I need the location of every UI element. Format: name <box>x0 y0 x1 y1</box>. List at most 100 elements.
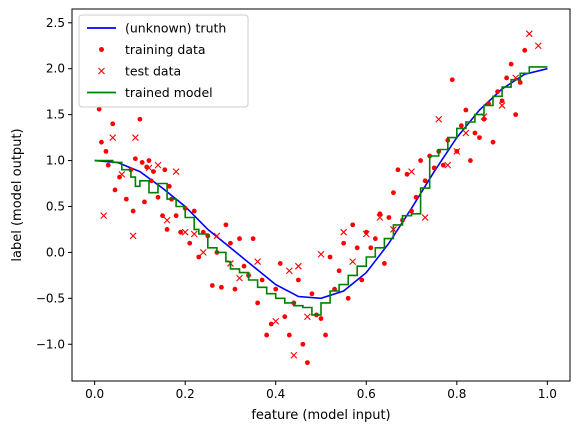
legend-swatch-dot <box>99 47 104 52</box>
test-point <box>290 351 298 359</box>
test-point <box>444 161 452 169</box>
training-point <box>155 194 161 200</box>
test-point <box>421 214 429 221</box>
training-point <box>359 277 365 283</box>
test-point <box>376 214 384 221</box>
training-point <box>386 215 392 220</box>
test-point <box>109 134 117 141</box>
training-point <box>327 254 333 260</box>
training-point <box>422 178 428 184</box>
training-point <box>166 183 172 189</box>
training-point <box>413 194 419 200</box>
training-point <box>395 167 401 173</box>
test-point <box>181 228 189 236</box>
test-point <box>272 317 280 325</box>
y-tick-label: 2.0 <box>46 62 65 76</box>
training-point <box>209 283 215 288</box>
training-point <box>187 240 193 246</box>
x-tick-label: 0.2 <box>176 387 195 401</box>
training-point <box>250 236 256 242</box>
training-point <box>431 165 437 171</box>
training-point <box>196 254 202 260</box>
training-point <box>377 211 383 217</box>
test-point <box>199 249 207 256</box>
training-point <box>144 164 150 170</box>
training-point <box>472 130 478 136</box>
training-point <box>354 245 360 251</box>
test-point <box>408 168 415 175</box>
test-point <box>129 232 137 240</box>
legend-swatch-x <box>98 67 105 75</box>
training-point <box>449 77 455 83</box>
plot-area-frame <box>71 8 571 382</box>
training-point <box>391 190 396 196</box>
training-point <box>440 162 446 168</box>
y-axis-label: label (model output) <box>10 128 25 261</box>
training-point <box>223 222 229 228</box>
legend-label: trained model <box>125 85 213 100</box>
training-point <box>305 360 310 366</box>
training-point <box>300 341 306 347</box>
training-point <box>323 332 328 338</box>
training-point <box>259 277 265 283</box>
y-tick-label: 1.5 <box>46 108 65 122</box>
test-point <box>534 42 542 50</box>
x-axis: 0.0 0.2 0.4 0.6 0.8 1.0 <box>85 381 557 401</box>
series-layer <box>94 30 548 366</box>
training-point <box>103 148 109 154</box>
test-point <box>304 313 311 321</box>
y-tick-label: 0.5 <box>46 199 65 213</box>
training-point <box>277 261 283 266</box>
test-point <box>362 230 370 238</box>
x-tick-label: 0.8 <box>447 387 466 401</box>
training-point <box>178 229 184 235</box>
training-point <box>146 158 152 163</box>
x-tick-label: 0.6 <box>357 387 376 401</box>
training-point <box>219 284 224 290</box>
x-tick-label: 1.0 <box>538 387 557 401</box>
training-point <box>345 295 351 301</box>
x-tick-label: 0.4 <box>266 387 285 401</box>
training-point <box>268 321 274 327</box>
training-point <box>241 263 247 269</box>
test-point <box>462 129 470 137</box>
training-point <box>237 236 242 242</box>
training-point <box>142 199 147 205</box>
test-point <box>317 250 325 258</box>
training-point <box>264 332 270 338</box>
training-point <box>162 167 168 173</box>
training-point <box>191 208 197 214</box>
training-point <box>522 47 528 53</box>
training-point <box>130 208 136 214</box>
test-point <box>236 274 243 282</box>
training-point <box>173 213 179 219</box>
test-point <box>453 147 461 155</box>
y-tick-label: −0.5 <box>36 291 65 305</box>
training-point <box>137 116 143 122</box>
training-point <box>286 332 292 338</box>
test-point <box>498 102 506 109</box>
test-point <box>163 216 171 224</box>
legend-label: test data <box>125 64 181 79</box>
training-point <box>282 314 288 320</box>
training-point <box>123 196 129 202</box>
test-point <box>340 228 348 236</box>
training-point <box>105 162 111 168</box>
training-point <box>418 158 423 163</box>
training-point <box>409 208 414 214</box>
training-point <box>164 227 170 232</box>
training-point <box>99 139 104 145</box>
training-point <box>112 187 118 193</box>
test-point <box>254 258 262 265</box>
training-point <box>336 268 342 274</box>
training-point <box>404 171 410 177</box>
test-point <box>349 258 357 265</box>
training-point <box>132 156 138 162</box>
training-point <box>255 300 261 306</box>
test-point <box>145 164 153 172</box>
training-point <box>232 286 238 292</box>
legend-label: training data <box>125 42 206 57</box>
test-point <box>100 212 108 220</box>
y-axis: −1.0 −0.5 0.0 0.5 1.0 1.5 2.0 2.5 <box>36 16 72 351</box>
test-point <box>435 115 443 123</box>
